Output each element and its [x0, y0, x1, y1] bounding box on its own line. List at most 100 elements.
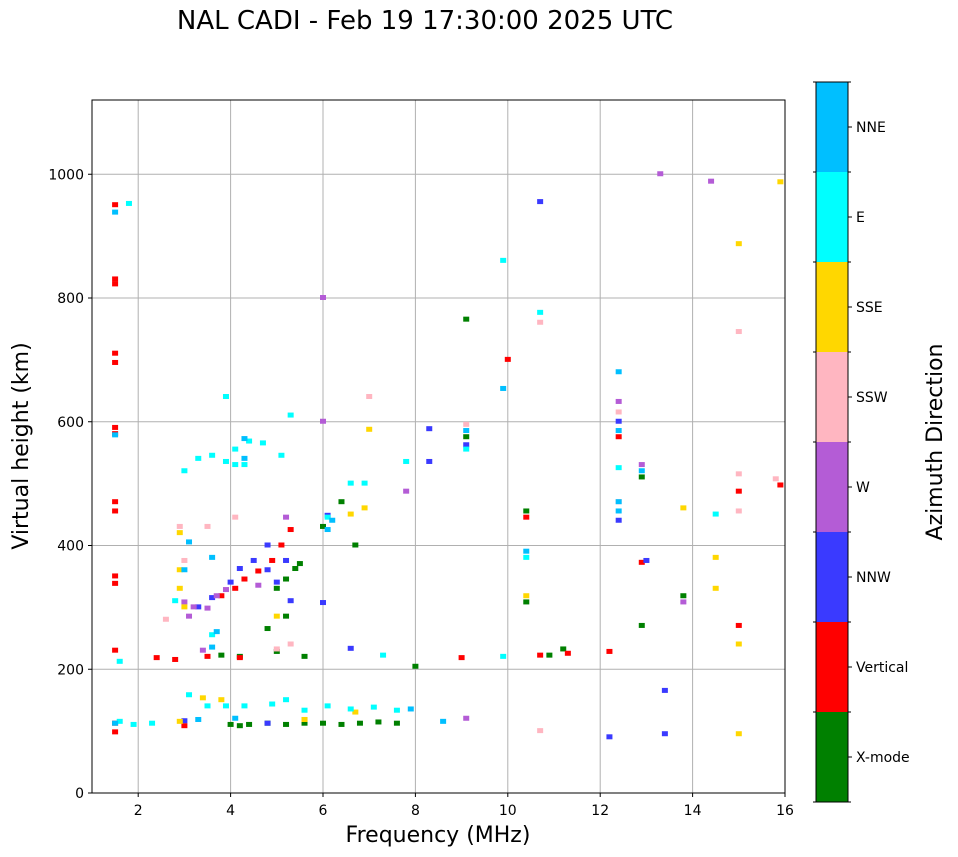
data-point-x-mode [463, 316, 470, 322]
data-point-nnw [643, 557, 650, 563]
data-point-nnw [615, 517, 622, 523]
data-point-nnw [320, 600, 326, 606]
data-point-x-mode [523, 508, 530, 514]
colorbar-tick-label: SSE [856, 300, 883, 316]
data-point-nnw [227, 579, 234, 585]
data-point-sse [735, 731, 742, 737]
data-point-nne [440, 718, 447, 724]
data-point-sse [301, 716, 308, 722]
data-point-x-mode [638, 474, 645, 480]
x-tick-label: 2 [134, 803, 143, 819]
data-point-nne [500, 385, 507, 391]
data-point-ssw [176, 523, 183, 529]
data-point-w [283, 514, 290, 520]
data-point-e [324, 514, 331, 520]
data-point-w [186, 613, 193, 619]
data-point-nnw [273, 579, 280, 585]
data-point-nne [112, 432, 119, 438]
data-point-sse [347, 511, 354, 517]
colorbar-segment-x-mode [816, 712, 848, 802]
data-point-ssw [537, 728, 544, 734]
data-point-ssw [735, 329, 742, 335]
data-point-vertical [112, 573, 119, 579]
data-point-sse [181, 604, 188, 610]
data-point-ssw [735, 508, 742, 514]
data-point-vertical [112, 276, 119, 282]
colorbar-segment-nnw [816, 532, 848, 622]
data-point-e [370, 704, 377, 710]
data-point-w [320, 295, 326, 300]
data-point-nne [209, 644, 216, 650]
data-point-nnw [426, 426, 433, 432]
data-point-e [283, 697, 290, 703]
data-point-w [199, 647, 206, 653]
data-point-vertical [236, 655, 243, 661]
data-point-vertical [112, 359, 119, 365]
data-point-ssw [772, 476, 779, 482]
data-point-e [186, 692, 193, 698]
data-point-e [537, 309, 544, 315]
data-point-x-mode [375, 719, 382, 725]
data-point-ssw [463, 421, 470, 427]
data-point-nne [615, 428, 622, 434]
data-point-w [181, 599, 188, 605]
y-axis-label: Virtual height (km) [9, 342, 34, 549]
data-point-e [116, 718, 123, 724]
data-point-x-mode [463, 434, 470, 440]
data-point-ssw [537, 319, 544, 325]
data-point-vertical [241, 576, 248, 582]
data-point-nnw [661, 687, 668, 693]
data-point-ssw [287, 641, 294, 647]
data-point-sse [523, 593, 530, 599]
data-point-w [680, 599, 687, 605]
data-point-nne [615, 508, 622, 514]
data-point-nne [213, 629, 220, 635]
colorbar-segment-nne [816, 82, 848, 172]
data-point-x-mode [320, 720, 326, 726]
data-point-vertical [172, 656, 179, 662]
data-point-vertical [537, 652, 544, 658]
data-point-e [232, 446, 239, 452]
data-point-e [403, 458, 410, 464]
x-tick-label: 16 [776, 803, 794, 819]
data-points-layer [112, 171, 784, 740]
data-point-nnw [236, 566, 243, 572]
data-point-vertical [181, 723, 188, 729]
data-point-w [320, 418, 326, 424]
data-point-w [657, 171, 664, 177]
data-point-vertical [278, 542, 285, 548]
data-point-ssw [204, 523, 211, 529]
data-point-e [287, 412, 294, 418]
data-point-vertical [638, 559, 645, 565]
chart-title: NAL CADI - Feb 19 17:30:00 2025 UTC [176, 6, 674, 36]
data-point-sse [199, 695, 206, 701]
data-point-w [708, 178, 715, 184]
data-point-x-mode [236, 723, 243, 729]
data-point-x-mode [680, 593, 687, 599]
data-point-vertical [269, 557, 276, 563]
colorbar-segment-sse [816, 262, 848, 352]
data-point-e [615, 465, 622, 471]
data-point-nnw [250, 557, 257, 563]
data-point-w [403, 488, 410, 494]
data-point-x-mode [283, 721, 290, 727]
data-point-vertical [287, 527, 294, 533]
data-point-vertical [112, 424, 119, 430]
data-point-vertical [112, 499, 119, 505]
x-tick-label: 6 [319, 803, 328, 819]
data-point-nnw [347, 645, 354, 651]
data-point-nne [241, 436, 248, 442]
data-point-vertical [218, 593, 225, 599]
colorbar-segment-e [816, 172, 848, 262]
data-point-x-mode [320, 523, 326, 529]
data-point-vertical [606, 648, 613, 654]
data-point-e [269, 701, 276, 707]
data-point-nne [523, 548, 530, 554]
data-point-e [246, 438, 253, 444]
data-point-e [195, 455, 202, 461]
data-point-vertical [112, 350, 119, 356]
data-point-nnw [426, 458, 433, 464]
data-point-nnw [264, 542, 271, 548]
colorbar-tick-label: NNW [856, 570, 891, 586]
data-point-sse [176, 718, 183, 724]
